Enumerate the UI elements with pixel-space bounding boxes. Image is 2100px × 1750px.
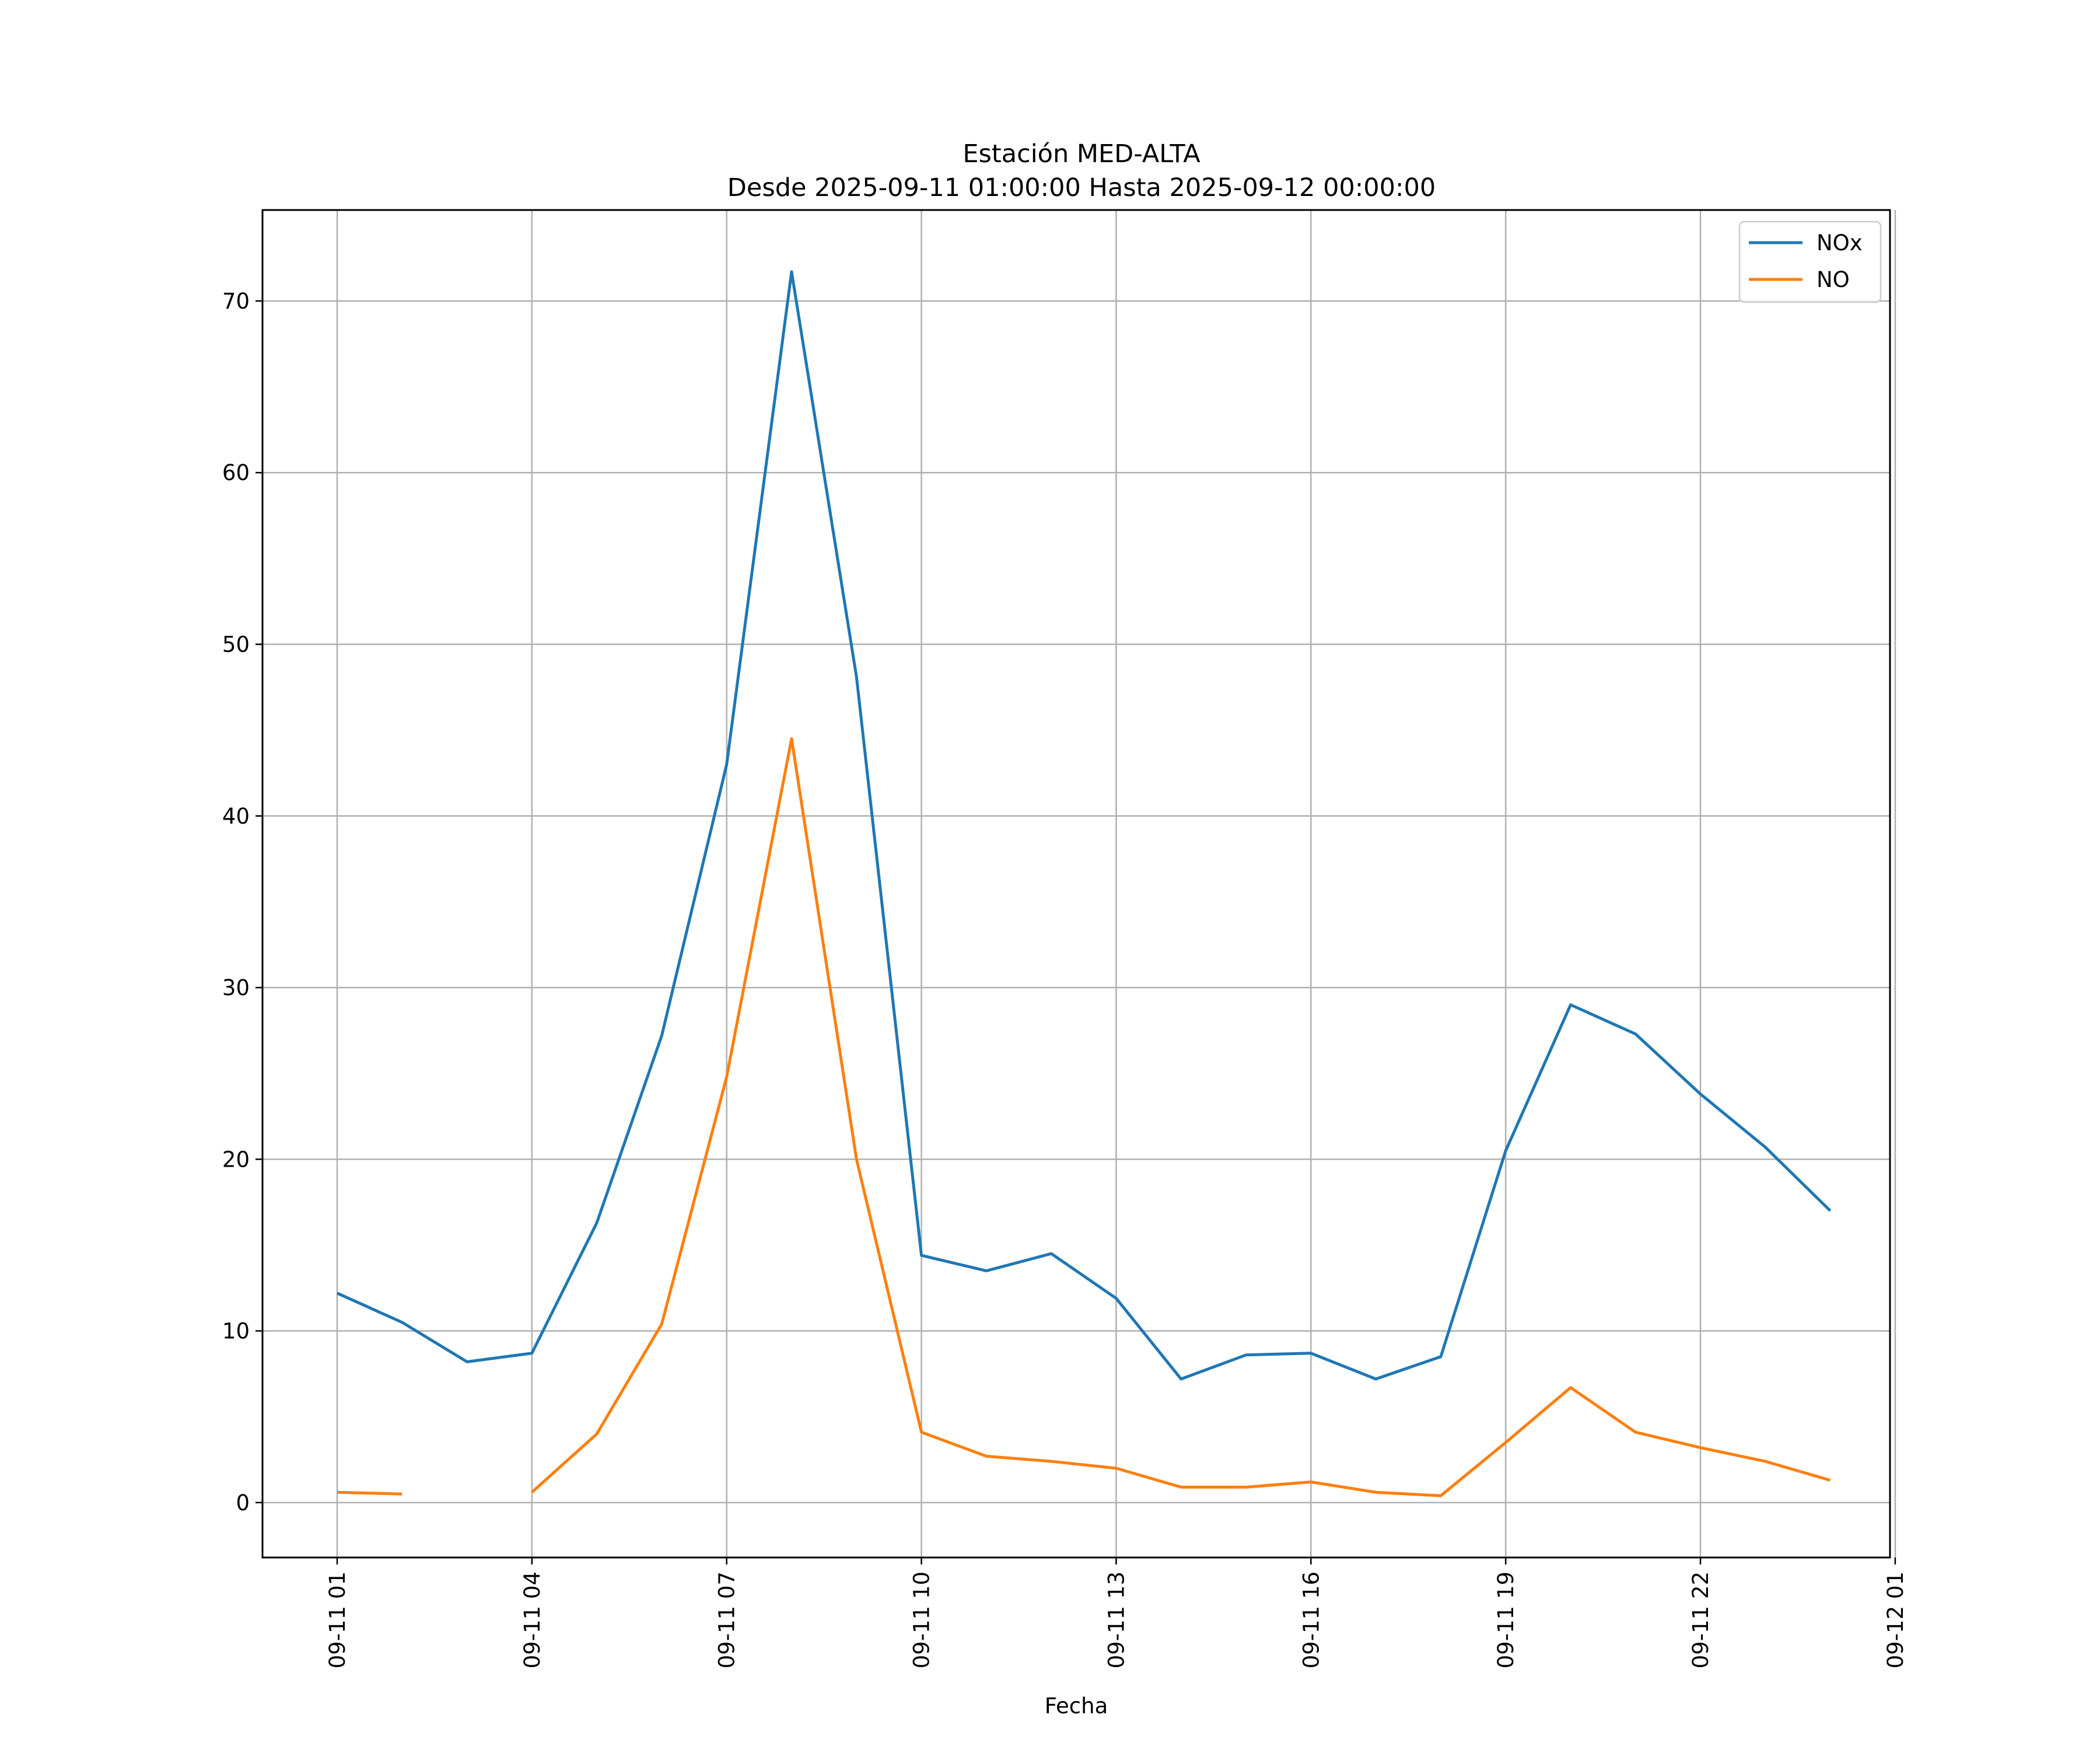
y-tick-label: 60 [222, 460, 250, 485]
x-tick-label: 09-11 07 [715, 1572, 740, 1668]
series-line-nox [336, 270, 1832, 1381]
series-no [337, 737, 1831, 1497]
legend-label-no: NO [1817, 267, 1850, 292]
axes: 0 10 20 30 40 50 60 70 09-11 01 09-11 04 09-11 07 0… [222, 289, 1908, 1668]
series-nox [336, 270, 1832, 1381]
plot-frame [261, 209, 1891, 1559]
x-tick-label: 09-11 22 [1688, 1572, 1713, 1668]
x-axis-label: Fecha [1045, 1693, 1108, 1718]
y-tick-label: 50 [222, 632, 250, 657]
y-tick-label: 10 [222, 1319, 250, 1344]
y-tick-label: 40 [222, 804, 250, 829]
x-tick-label: 09-11 04 [520, 1572, 545, 1668]
x-tick-label: 09-11 13 [1104, 1572, 1129, 1668]
y-tick-label: 30 [222, 975, 250, 1000]
x-tick-label: 09-11 16 [1298, 1572, 1324, 1668]
grid [262, 210, 1896, 1558]
series-line-no [531, 737, 1831, 1497]
y-tick-label: 0 [236, 1490, 250, 1516]
legend: NOx NO [1738, 220, 1882, 303]
x-tick-label: 09-11 01 [325, 1572, 350, 1668]
y-tick-label: 20 [222, 1147, 250, 1172]
chart-subtitle: Desde 2025-09-11 01:00:00 Hasta 2025-09-… [727, 173, 1436, 202]
series-lines [336, 270, 1832, 1497]
y-tick-label: 70 [222, 289, 250, 314]
x-tick-label: 09-11 19 [1493, 1572, 1518, 1668]
series-line-no [337, 1490, 402, 1496]
legend-label-nox: NOx [1817, 230, 1863, 256]
x-tick-label: 09-12 01 [1883, 1572, 1908, 1668]
x-tick-label: 09-11 10 [909, 1572, 935, 1668]
chart-title: Estación MED-ALTA [963, 139, 1200, 169]
